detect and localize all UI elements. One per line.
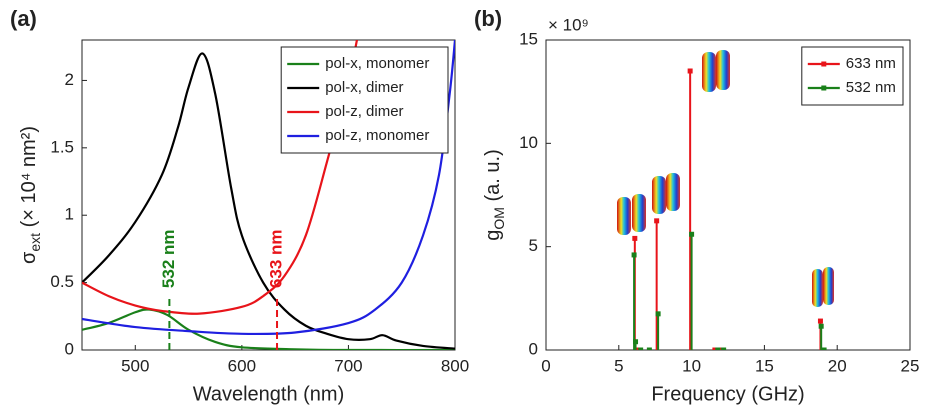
series-line (82, 52, 455, 350)
y-label-unit: (× 10⁴ nm²) (18, 126, 40, 233)
stem-marker (631, 252, 637, 258)
y-tick-label: 0 (529, 339, 538, 358)
stem-marker (817, 318, 823, 324)
legend-marker (821, 61, 827, 67)
stem-marker (718, 347, 724, 350)
x-tick-label: 800 (441, 356, 469, 375)
y-label-symbol: σ (18, 251, 40, 264)
axes-frame (545, 39, 911, 351)
y-tick-label: 0 (65, 339, 74, 358)
stem-marker (633, 339, 639, 345)
x-tick-label: 700 (334, 356, 362, 375)
stem-marker (687, 68, 693, 74)
legend-box (801, 46, 904, 106)
y-tick-label: 2 (65, 70, 74, 89)
x-tick-label: 600 (228, 356, 256, 375)
y-label-symbol: g (482, 230, 504, 241)
x-tick-label: 500 (121, 356, 149, 375)
stem-marker (646, 347, 652, 350)
legend-label: pol-x, monomer (325, 55, 429, 72)
legend-label: pol-z, dimer (325, 103, 403, 120)
legend-label: pol-x, dimer (325, 79, 403, 96)
y-tick-label: 1 (65, 205, 74, 224)
y-tick-label: 10 (519, 133, 538, 152)
x-axis-label: Frequency (GHz) (651, 383, 804, 405)
stem-marker (712, 347, 718, 350)
stem-marker (818, 323, 824, 329)
stem-marker (715, 347, 721, 350)
y-axis-label: σext (× 10⁴ nm²) (18, 126, 42, 264)
x-tick-label: 15 (755, 356, 774, 375)
panel-label: (b) (474, 6, 502, 31)
x-tick-label: 5 (614, 356, 623, 375)
series-line (82, 308, 455, 350)
legend-label: pol-z, monomer (325, 127, 429, 144)
stem-marker (654, 218, 660, 224)
annotation-text: 532 nm (159, 229, 178, 288)
panel-label: (a) (10, 6, 37, 31)
y-axis-label: gOM (a. u.) (482, 149, 506, 240)
axes-frame (81, 39, 456, 351)
y-tick-label: 0.5 (50, 272, 74, 291)
plot-area (631, 68, 827, 350)
stem-marker (632, 235, 638, 241)
legend-label: 532 nm (846, 79, 896, 96)
x-tick-label: 10 (682, 356, 701, 375)
stem-marker (721, 347, 727, 350)
y-tick-label: 5 (529, 236, 538, 255)
x-tick-label: 25 (901, 356, 920, 375)
y-multiplier: × 10⁹ (548, 15, 589, 34)
annotation-text: 633 nm (267, 229, 286, 288)
stem-marker (635, 347, 641, 350)
y-tick-label: 1.5 (50, 137, 74, 156)
series-line (82, 40, 455, 336)
stem-marker (821, 347, 827, 350)
y-label-subscript: OM (491, 207, 507, 230)
stem-marker (689, 231, 695, 237)
x-tick-label: 0 (541, 356, 550, 375)
x-tick-label: 20 (828, 356, 847, 375)
legend-marker (821, 85, 827, 91)
stem-marker (638, 347, 644, 350)
y-label-unit: (a. u.) (482, 149, 504, 207)
legend-label: 633 nm (846, 55, 896, 72)
y-tick-label: 15 (519, 29, 538, 48)
stem-marker (655, 311, 661, 317)
mode-insets (617, 50, 834, 307)
x-axis-label: Wavelength (nm) (193, 383, 345, 405)
y-label-subscript: ext (27, 233, 43, 252)
